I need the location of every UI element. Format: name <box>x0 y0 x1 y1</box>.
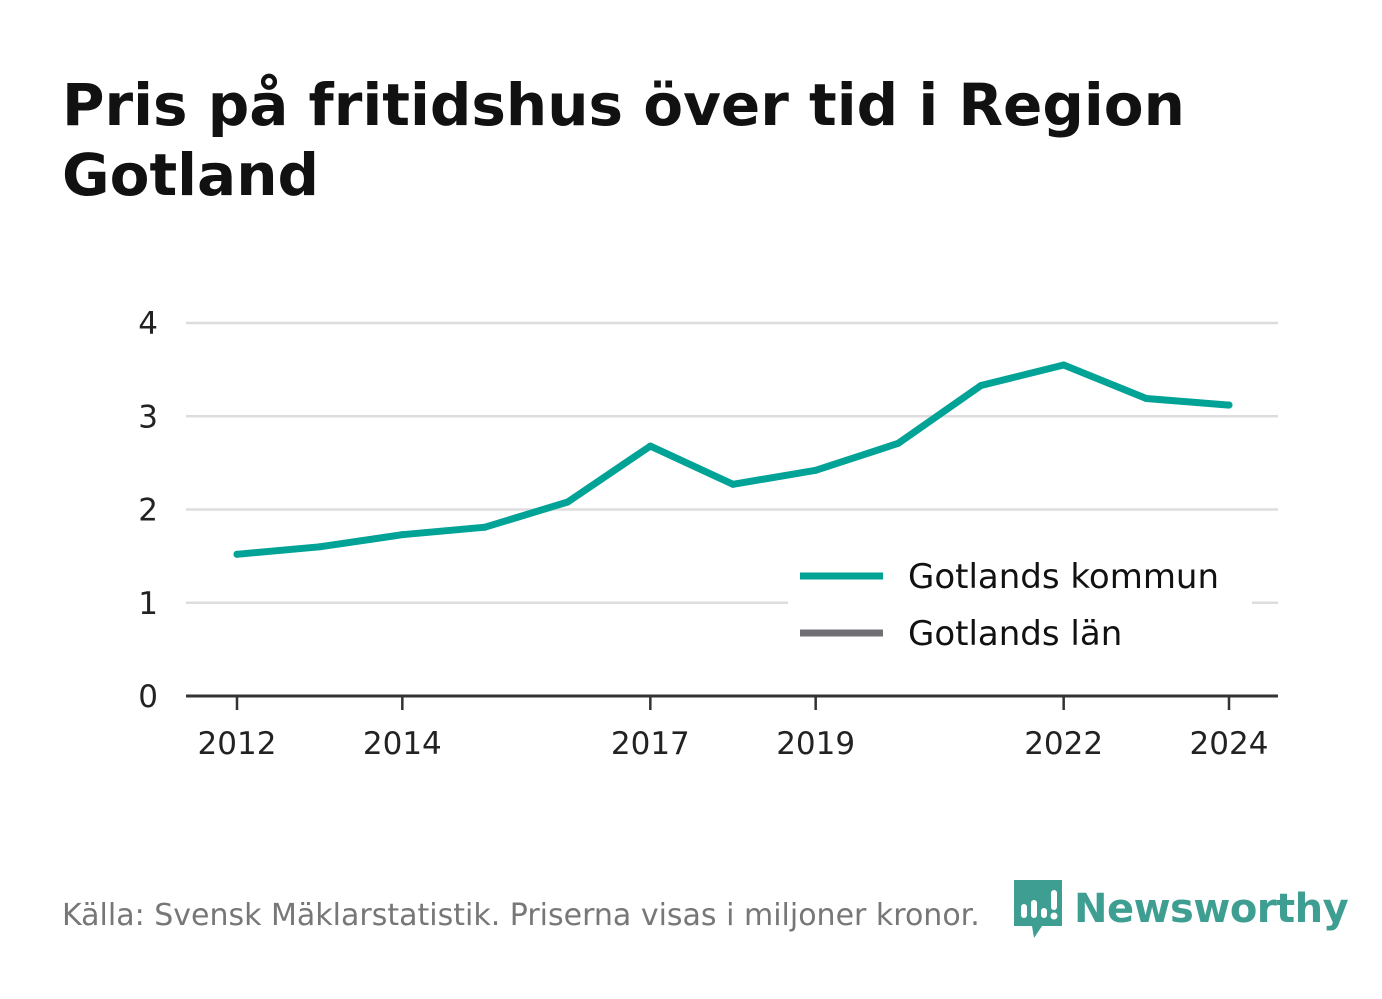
x-tick-label: 2024 <box>1190 726 1269 762</box>
source-note: Källa: Svensk Mäklarstatistik. Priserna … <box>62 898 980 933</box>
x-tick-label: 2022 <box>1024 726 1103 762</box>
data-point <box>481 523 489 531</box>
data-point <box>1225 401 1233 409</box>
legend: Gotlands kommun Gotlands län <box>788 546 1252 666</box>
y-tick-label: 1 <box>138 586 158 622</box>
brand-name: Newsworthy <box>1074 886 1349 932</box>
legend-background <box>788 546 1252 666</box>
data-point <box>729 480 737 488</box>
y-tick-label: 2 <box>138 493 158 529</box>
chart-title: Pris på fritidshus över tid i Region Got… <box>62 71 1185 209</box>
y-tick-label: 3 <box>138 399 158 435</box>
x-tick-label: 2019 <box>776 726 855 762</box>
data-point <box>1060 361 1068 369</box>
legend-label: Gotlands kommun <box>908 557 1219 597</box>
x-tick-label: 2012 <box>198 726 277 762</box>
data-point <box>812 466 820 474</box>
newsworthy-logo-icon <box>1014 880 1062 938</box>
brand-logo: Newsworthy <box>1012 878 1349 940</box>
y-tick-label: 4 <box>138 306 158 342</box>
x-axis: 2012 2014 2017 2019 2022 2024 <box>186 694 1278 762</box>
data-point <box>1142 395 1150 403</box>
data-point <box>233 550 241 558</box>
series-line-0 <box>233 361 1233 558</box>
legend-label: Gotlands län <box>908 614 1122 654</box>
data-point <box>564 498 572 506</box>
series-lines <box>233 361 1233 558</box>
y-tick-label: 0 <box>138 679 158 715</box>
data-point <box>894 439 902 447</box>
x-tick-label: 2014 <box>363 726 442 762</box>
data-point <box>398 531 406 539</box>
x-tick-label: 2017 <box>611 726 690 762</box>
data-point <box>316 543 324 551</box>
data-point <box>977 381 985 389</box>
y-axis: 0 1 2 3 4 <box>138 306 158 715</box>
data-point <box>646 442 654 450</box>
